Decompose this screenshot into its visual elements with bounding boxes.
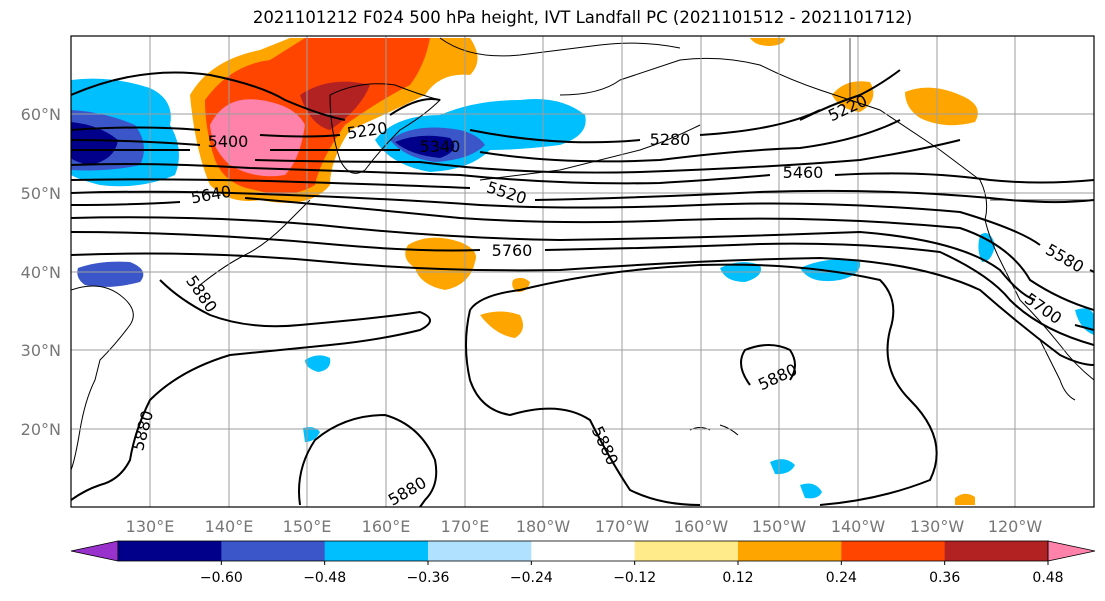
colorbar-segment [738,541,842,561]
negative-anomaly-se2 [800,483,822,499]
lon-label: 160°E [362,517,411,536]
positive-anomaly-small1 [480,311,524,338]
coastline-siberia [439,37,681,57]
contour-label: 5280 [650,130,691,149]
negative-anomaly-se [770,459,795,475]
colorbar-segment [221,541,326,561]
colorbar-tick-label: −0.24 [510,570,553,586]
contour-5400 [71,139,961,174]
colorbar-tick-label: −0.12 [613,570,656,586]
map-frame [70,35,1095,508]
contour-5880-south [298,413,438,507]
colorbar: −0.60 −0.48 −0.36 −0.24 −0.12 0.12 0.24 0.36 0.4… [70,540,1096,586]
contour-5880-main [71,279,431,501]
coastline-na-west [979,179,1094,381]
colorbar-segment [118,541,222,561]
positive-anomaly-small3 [955,493,975,505]
ivt-shading [71,38,1094,505]
positive-anomaly-orange-top [750,38,785,46]
colorbar-tick-label: 0.36 [929,570,960,586]
colorbar-segment [634,541,739,561]
colorbar-extend-high [1047,540,1096,562]
positive-anomaly-bc [905,87,978,126]
coastline-aleutians [479,124,701,181]
colorbar-tick-label: 0.48 [1032,570,1063,586]
contour-label: 5760 [492,241,533,260]
lat-label: 50°N [21,184,61,203]
colorbar-segment [428,541,532,561]
contour-5460 [71,163,1094,185]
map-title: 2021101212 F024 500 hPa height, IVT Land… [252,8,913,27]
lon-label: 130°E [126,517,175,536]
coastline-baja [1039,339,1076,401]
colorbar-tick-label: −0.48 [303,570,346,586]
lon-label: 150°W [752,517,807,536]
lon-label: 170°W [595,517,650,536]
lat-label: 20°N [21,420,61,439]
contour-5220-b [389,98,441,116]
negative-anomaly-kamchatka-dark [395,135,455,158]
coastline-alaska [559,57,981,181]
coastlines [71,37,1094,471]
latitude-labels: 60°N 50°N 40°N 30°N 20°N [21,105,61,439]
negative-anomaly-eastasia [77,261,144,287]
contour-5580 [71,190,1094,273]
coastline-asia [71,285,134,471]
contour-label: 5460 [783,163,824,182]
colorbar-segment [841,541,946,561]
contour-label: 5400 [208,132,249,151]
colorbar-tick-label: 0.24 [826,570,857,586]
contour-5640 [71,197,1094,311]
lon-label: 180°W [516,517,571,536]
contour-5760 [71,231,1094,346]
positive-anomaly-darkred [300,81,370,130]
contour-5880-central [465,263,938,506]
contour-5220-a [71,71,346,121]
lon-label: 140°E [205,517,254,536]
negative-anomaly-west-dark [71,122,118,165]
lon-label: 140°W [831,517,886,536]
coastline-kamchatka [329,83,441,174]
lon-label: 160°W [674,517,729,536]
lon-label: 130°W [910,517,965,536]
contour-5340 [71,119,901,163]
colorbar-segment [944,541,1049,561]
negative-anomaly-small-a [305,355,331,372]
contour-label: 5340 [420,137,461,156]
lat-label: 30°N [21,341,61,360]
coastline-japan [199,199,311,286]
colorbar-segment [531,541,636,561]
positive-anomaly-pink [210,99,305,177]
lon-label: 170°E [441,517,490,536]
lon-label: 120°W [988,517,1043,536]
contour-5880-inner [740,344,796,386]
colorbar-tick-label: −0.60 [200,570,243,586]
lon-label: 150°E [283,517,332,536]
colorbar-segment [324,541,429,561]
contour-5820 [71,252,1094,366]
lat-label: 60°N [21,105,61,124]
colorbar-tick-label: −0.36 [407,570,450,586]
height-contours [71,69,1094,507]
contour-5700 [71,216,1094,331]
contour-5520 [71,178,1094,204]
colorbar-extend-low [70,540,119,562]
map-panel: 5400 5220 5340 5280 5640 5520 5460 5220 … [70,35,1095,508]
colorbar-tick-label: 0.12 [722,570,753,586]
contour-5280 [71,109,821,144]
colorbar-frame [117,540,1049,562]
lat-label: 40°N [21,263,61,282]
longitude-labels: 130°E 140°E 150°E 160°E 170°E 180°W 170°… [126,517,1043,536]
